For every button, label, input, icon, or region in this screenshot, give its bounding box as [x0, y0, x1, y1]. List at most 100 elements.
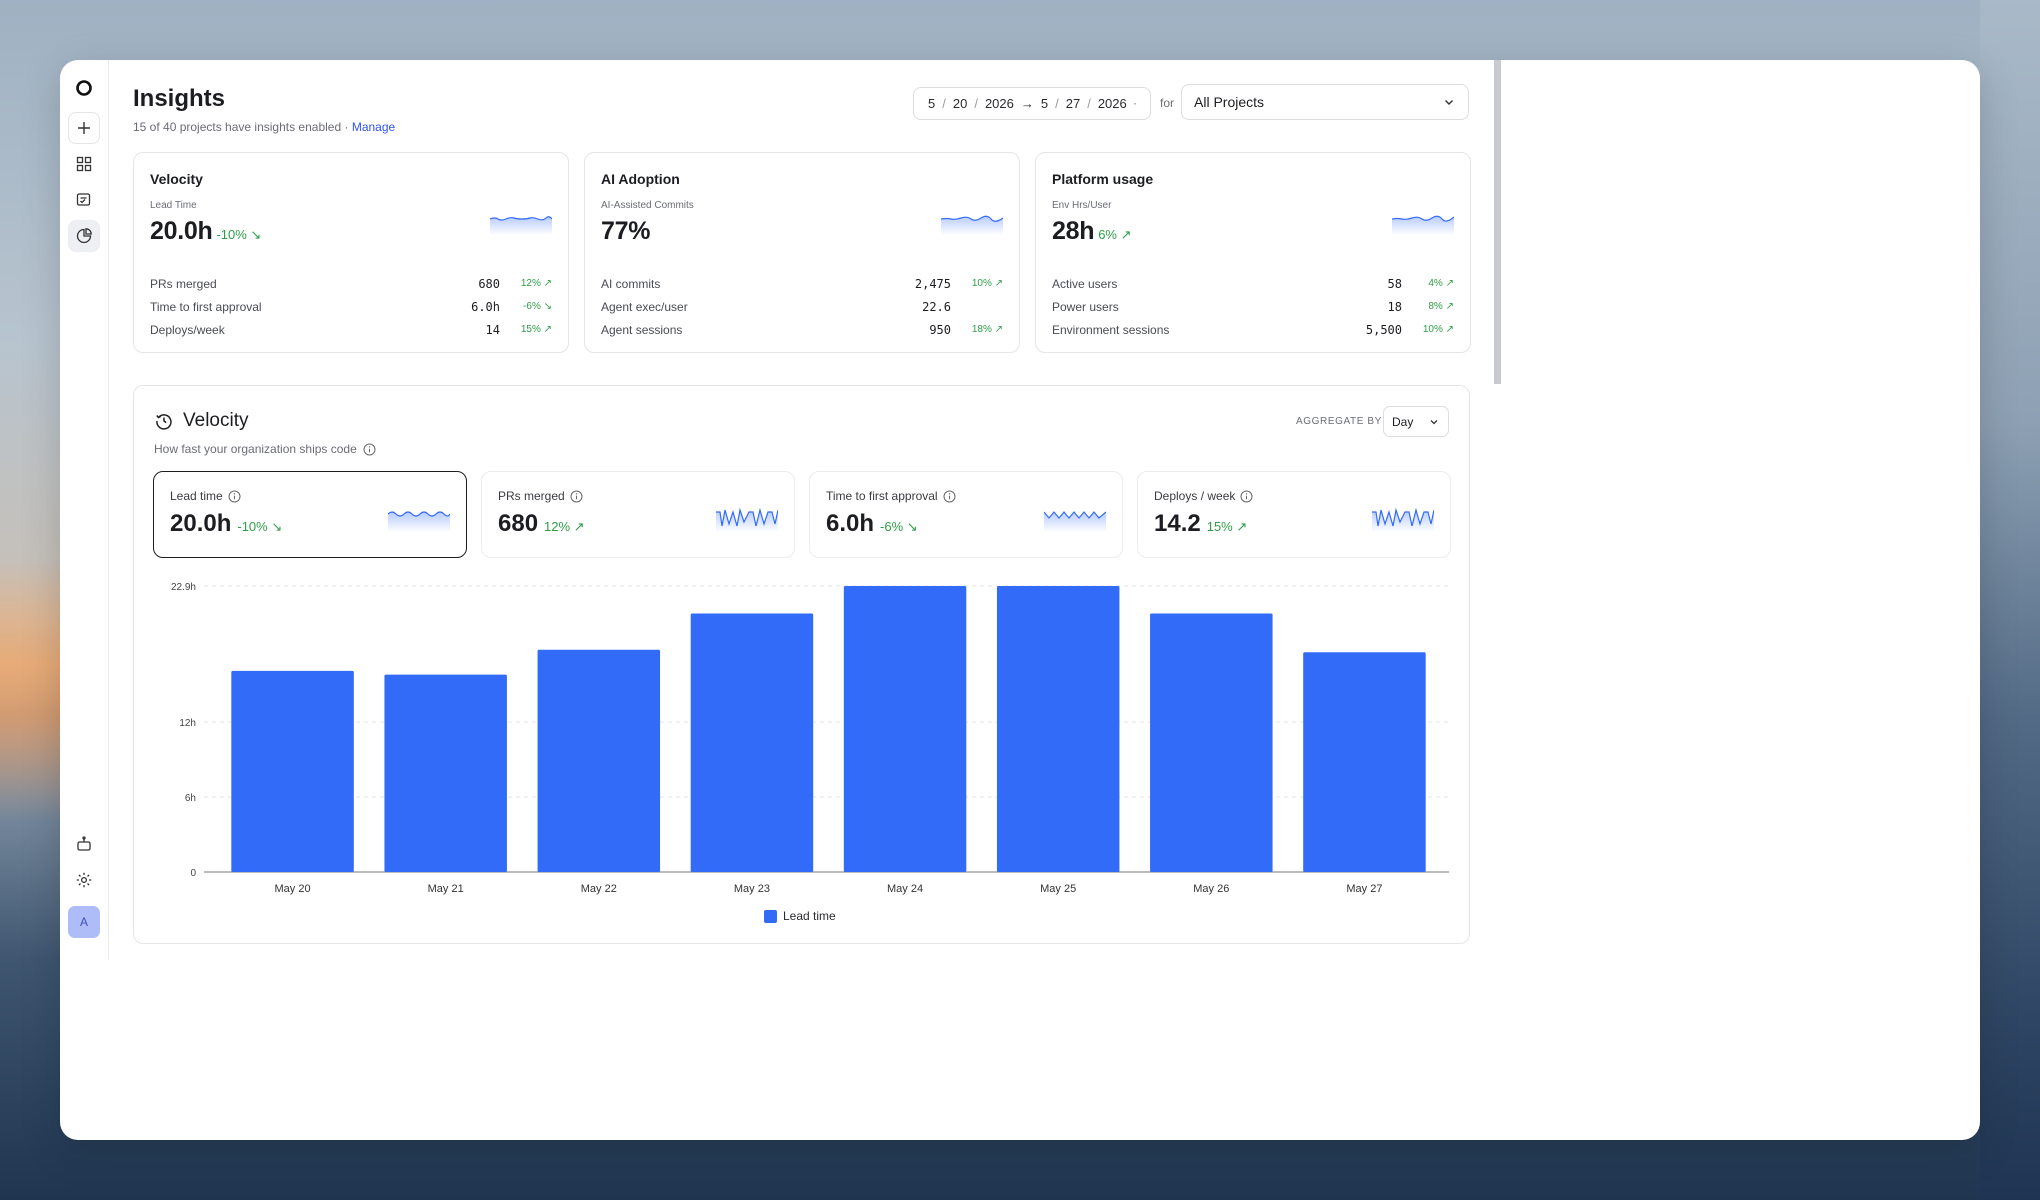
new-plus-icon[interactable] — [68, 112, 100, 144]
grid-icon[interactable] — [68, 148, 100, 180]
metric-label: Lead time — [170, 489, 241, 503]
chart-bar[interactable] — [1303, 652, 1426, 872]
row-change: 4% ↗ — [1428, 278, 1454, 289]
platform-usage-summary-card[interactable]: Platform usage Env Hrs/User 28h 6% ↗ Acti… — [1035, 152, 1471, 353]
list-item: Agent exec/user 22.6 — [601, 295, 1003, 318]
panel-subtitle-text: How fast your organization ships code — [154, 442, 357, 456]
card-delta: 6% ↗ — [1098, 227, 1132, 242]
row-value: 5,500 — [1365, 322, 1402, 337]
review-icon[interactable] — [68, 184, 100, 216]
card-title: Velocity — [150, 171, 203, 187]
row-label: Environment sessions — [1052, 322, 1170, 337]
metric-value-number: 14.2 — [1154, 510, 1201, 537]
app-window: A Insights 15 of 40 projects have insigh… — [60, 60, 1980, 1140]
list-item: Power users 18 8% ↗ — [1052, 295, 1454, 318]
metric-value-number: 6.0h — [826, 510, 875, 537]
velocity-icon — [156, 414, 172, 430]
panel-subtitle: How fast your organization ships code — [154, 442, 376, 456]
end-day[interactable]: 27 — [1065, 96, 1081, 111]
metric-delta: -10% ↘ — [237, 519, 283, 534]
insights-icon[interactable] — [68, 220, 100, 252]
velocity-summary-card[interactable]: Velocity Lead Time 20.0h -10% ↘ PRs merge… — [133, 152, 569, 353]
metric-tab-deploys-per-week[interactable]: Deploys / week 14.2 15% ↗ — [1137, 471, 1451, 558]
end-month[interactable]: 5 — [1040, 96, 1049, 111]
chart-bar[interactable] — [843, 586, 967, 872]
info-icon[interactable] — [363, 443, 376, 456]
y-tick-label: 12h — [179, 718, 196, 729]
lead-time-bar-chart: 0 6h 12h 22.9h May 20 May 21 May 22 May 23 May 2… — [171, 582, 1449, 895]
metric-label: PRs merged — [498, 489, 583, 503]
row-label: Power users — [1052, 299, 1119, 314]
info-icon[interactable] — [228, 490, 241, 503]
start-year[interactable]: 2026 — [984, 96, 1014, 111]
subtitle-text: 15 of 40 projects have insights enabled … — [133, 120, 349, 134]
metric-delta: 12% ↗ — [544, 519, 585, 534]
sidebar: A — [60, 60, 109, 960]
metric-label-text: Time to first approval — [826, 489, 938, 503]
range-arrow: → — [1020, 96, 1034, 111]
gear-icon[interactable] — [68, 864, 100, 896]
row-label: Deploys/week — [150, 322, 225, 337]
y-tick-label: 22.9h — [171, 582, 196, 593]
card-value: 77% — [601, 217, 651, 245]
bot-icon[interactable] — [68, 828, 100, 860]
sparkline — [1392, 215, 1454, 235]
info-icon[interactable] — [1240, 490, 1253, 503]
date-separator: / — [1087, 96, 1091, 111]
chart-bar[interactable] — [996, 586, 1120, 872]
row-value: 18 — [1387, 299, 1402, 314]
manage-link[interactable]: Manage — [351, 120, 396, 134]
date-range-picker[interactable]: 5 / 20 / 2026 → 5 / 27 / 2026 — [913, 87, 1151, 120]
avatar[interactable]: A — [68, 906, 100, 938]
scrollbar[interactable] — [1494, 60, 1501, 384]
list-item: PRs merged 680 12% ↗ — [150, 272, 552, 295]
metric-label-text: Deploys / week — [1154, 489, 1236, 503]
chart-bar[interactable] — [1150, 613, 1273, 872]
for-label: for — [1160, 96, 1175, 110]
chevron-down-icon — [1445, 100, 1453, 105]
date-separator: / — [1055, 96, 1059, 111]
info-icon[interactable] — [943, 490, 956, 503]
ai-adoption-summary-card[interactable]: AI Adoption AI-Assisted Commits 77% AI c… — [584, 152, 1020, 353]
x-tick-label: May 24 — [887, 883, 923, 895]
card-title: Platform usage — [1052, 171, 1154, 187]
row-value: 14 — [485, 322, 500, 337]
chart-legend[interactable]: Lead time — [764, 909, 836, 923]
chart-bar[interactable] — [537, 649, 661, 872]
metric-label: Time to first approval — [826, 489, 956, 503]
x-tick-label: May 20 — [275, 883, 311, 895]
metric-delta: 15% ↗ — [1206, 519, 1248, 534]
row-change: 18% ↗ — [971, 324, 1003, 335]
row-label: Active users — [1052, 276, 1118, 291]
row-label: AI commits — [601, 276, 661, 291]
page-title: Insights — [133, 85, 226, 112]
chart-bar[interactable] — [690, 613, 814, 872]
info-icon[interactable] — [570, 490, 583, 503]
project-select[interactable]: All Projects — [1181, 84, 1469, 120]
card-delta-text: -10% — [216, 227, 247, 242]
card-rows: AI commits 2,475 10% ↗ Agent exec/user 22.6… — [601, 272, 1003, 341]
start-month[interactable]: 5 — [928, 96, 936, 111]
list-item: Deploys/week 14 15% ↗ — [150, 318, 552, 341]
legend-swatch — [764, 909, 777, 923]
aggregate-value: Day — [1392, 414, 1414, 429]
main-content: Insights 15 of 40 projects have insights… — [133, 60, 1475, 1140]
legend-label: Lead time — [783, 909, 836, 923]
row-label: Time to first approval — [150, 299, 262, 314]
aggregate-select[interactable]: Day — [1383, 406, 1449, 437]
date-separator: / — [974, 96, 978, 111]
end-year[interactable]: 2026 — [1097, 96, 1127, 111]
metric-tab-lead-time[interactable]: Lead time 20.0h -10% ↘ — [153, 471, 467, 558]
list-item: Environment sessions 5,500 10% ↗ — [1052, 318, 1454, 341]
metric-tab-time-to-first-approval[interactable]: Time to first approval 6.0h -6% ↘ — [809, 471, 1123, 558]
logo-icon[interactable] — [68, 72, 100, 104]
calendar-icon[interactable] — [1133, 97, 1136, 111]
project-select-value: All Projects — [1194, 94, 1265, 110]
chart-bar[interactable] — [231, 670, 354, 872]
metric-value: 14.2 15% ↗ — [1154, 510, 1247, 538]
start-day[interactable]: 20 — [952, 96, 968, 111]
x-tick-label: May 22 — [581, 883, 617, 895]
chart-bar[interactable] — [384, 674, 507, 872]
metric-tab-prs-merged[interactable]: PRs merged 680 12% ↗ — [481, 471, 795, 558]
card-value: 20.0h -10% ↘ — [150, 217, 261, 246]
